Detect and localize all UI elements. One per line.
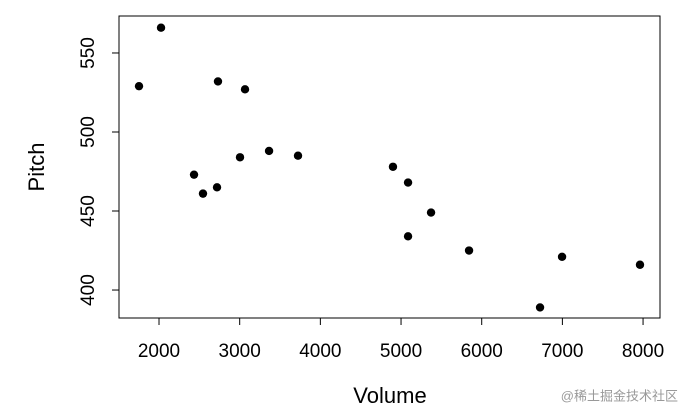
point [426,208,436,217]
y-tick-label: 500 [78,116,99,148]
point [535,303,545,312]
point [213,77,223,86]
point [240,85,250,94]
y-tick-label: 550 [78,37,99,69]
point [235,153,245,162]
point [264,146,274,156]
x-tick-label: 8000 [622,341,664,362]
point [403,178,413,187]
watermark: @稀土掘金技术社区 [561,388,678,403]
point [156,23,166,32]
x-tick-label: 3000 [219,341,261,362]
point [635,260,645,269]
y-tick-label: 450 [78,195,99,227]
point [388,162,398,171]
point [212,183,222,192]
x-tick-label: 5000 [380,341,422,362]
point [403,232,413,241]
point [293,151,303,160]
point [189,170,199,179]
point [198,189,208,198]
x-tick-label: 2000 [138,341,180,362]
y-tick-label: 400 [78,274,99,306]
point [134,81,144,91]
x-axis-label: Volume [353,383,426,408]
plot-box [118,15,661,319]
point [557,252,567,262]
x-tick-label: 7000 [541,341,583,362]
x-tick-label: 4000 [299,341,341,362]
y-axis-label: Pitch [24,143,49,192]
x-tick-label: 6000 [461,341,503,362]
point [464,246,474,255]
